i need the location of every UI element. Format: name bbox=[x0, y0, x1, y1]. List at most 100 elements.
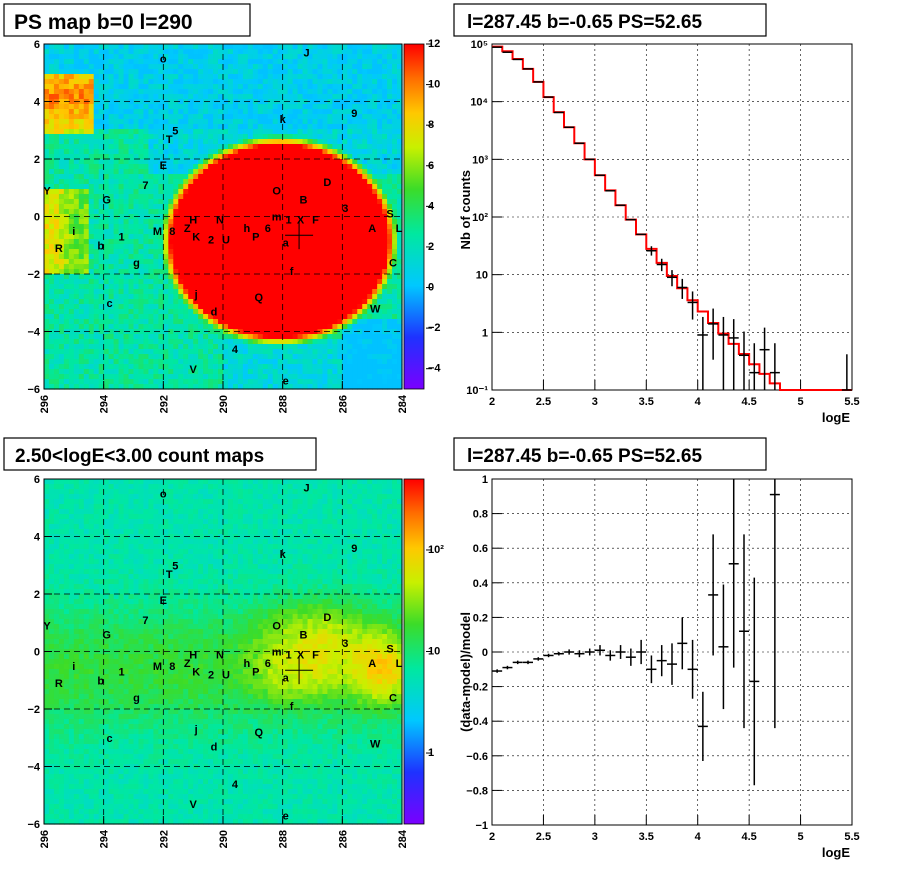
heatmap-cell bbox=[58, 309, 65, 315]
heatmap-cell bbox=[123, 219, 130, 225]
heatmap-cell bbox=[387, 279, 393, 285]
heatmap-cell bbox=[83, 119, 90, 125]
heatmap-cell bbox=[397, 139, 403, 145]
heatmap-cell bbox=[287, 179, 294, 185]
heatmap-cell bbox=[218, 64, 224, 70]
heatmap-cell bbox=[163, 194, 169, 200]
heatmap-cell bbox=[103, 349, 110, 355]
heatmap-cell bbox=[397, 259, 403, 265]
heatmap-cell bbox=[48, 194, 55, 200]
heatmap-cell bbox=[322, 74, 329, 80]
heatmap-cell bbox=[397, 224, 403, 230]
heatmap-cell bbox=[58, 224, 65, 230]
heatmap-cell bbox=[178, 244, 184, 250]
heatmap-cell bbox=[262, 289, 269, 295]
heatmap-cell bbox=[277, 79, 284, 85]
heatmap-cell bbox=[352, 184, 358, 190]
heatmap-cell bbox=[223, 279, 229, 285]
heatmap-cell bbox=[297, 149, 304, 155]
heatmap-cell bbox=[352, 104, 358, 110]
heatmap-cell bbox=[312, 359, 319, 365]
heatmap-cell bbox=[158, 144, 164, 150]
heatmap-cell bbox=[372, 264, 378, 270]
heatmap-cell bbox=[213, 144, 219, 150]
heatmap-cell bbox=[352, 124, 358, 130]
heatmap-cell bbox=[193, 144, 199, 150]
heatmap-cell bbox=[357, 224, 363, 230]
heatmap-cell bbox=[347, 264, 353, 270]
heatmap-cell bbox=[247, 354, 254, 360]
heatmap-cell bbox=[123, 94, 130, 100]
heatmap-cell bbox=[123, 199, 130, 205]
heatmap-cell bbox=[367, 179, 373, 185]
heatmap-cell bbox=[193, 384, 199, 390]
heatmap-cell bbox=[257, 144, 264, 150]
heatmap-cell bbox=[267, 364, 274, 370]
heatmap-cell bbox=[392, 149, 398, 155]
heatmap-cell bbox=[252, 189, 259, 195]
heatmap-cell bbox=[252, 199, 259, 205]
heatmap-cell bbox=[367, 229, 373, 235]
heatmap-cell bbox=[277, 89, 284, 95]
heatmap-cell bbox=[53, 334, 60, 340]
heatmap-cell bbox=[292, 339, 299, 345]
heatmap-cell bbox=[188, 149, 194, 155]
heatmap-cell bbox=[362, 354, 368, 360]
heatmap-cell bbox=[392, 344, 398, 350]
heatmap-cell bbox=[188, 124, 194, 130]
heatmap-cell bbox=[332, 224, 338, 230]
heatmap-cell bbox=[223, 289, 229, 295]
heatmap-cell bbox=[148, 74, 154, 80]
heatmap-cell bbox=[44, 79, 50, 85]
heatmap-cell bbox=[287, 199, 294, 205]
heatmap-cell bbox=[148, 304, 154, 310]
heatmap-cell bbox=[272, 299, 279, 305]
heatmap-cell bbox=[387, 359, 393, 365]
heatmap-cell bbox=[247, 94, 254, 100]
heatmap-cell bbox=[397, 314, 403, 320]
heatmap-cell bbox=[232, 84, 239, 90]
heatmap-cell bbox=[382, 309, 388, 315]
heatmap-cell bbox=[68, 294, 75, 300]
heatmap-cell bbox=[168, 179, 174, 185]
heatmap-cell bbox=[178, 314, 184, 320]
heatmap-cell bbox=[262, 194, 269, 200]
heatmap-cell bbox=[387, 324, 393, 330]
heatmap-cell bbox=[68, 254, 75, 260]
heatmap-cell bbox=[342, 199, 348, 205]
heatmap-cell bbox=[178, 374, 184, 380]
heatmap-cell bbox=[277, 294, 284, 300]
heatmap-cell bbox=[143, 59, 150, 65]
heatmap-cell bbox=[262, 374, 269, 380]
heatmap-cell bbox=[163, 364, 169, 370]
heatmap-cell bbox=[118, 139, 125, 145]
heatmap-cell bbox=[317, 104, 324, 110]
heatmap-cell bbox=[257, 254, 264, 260]
heatmap-cell bbox=[367, 194, 373, 200]
heatmap-cell bbox=[58, 274, 65, 280]
heatmap-cell bbox=[317, 44, 324, 50]
heatmap-cell bbox=[247, 54, 254, 60]
heatmap-cell bbox=[213, 244, 219, 250]
heatmap-cell bbox=[188, 44, 194, 50]
heatmap-cell bbox=[397, 369, 403, 375]
heatmap-cell bbox=[362, 149, 368, 155]
heatmap-cell bbox=[153, 59, 159, 65]
heatmap-cell bbox=[397, 289, 403, 295]
heatmap-cell bbox=[352, 284, 358, 290]
heatmap-cell bbox=[148, 149, 154, 155]
heatmap-cell bbox=[252, 94, 259, 100]
heatmap-cell bbox=[213, 49, 219, 55]
heatmap-cell bbox=[327, 299, 333, 305]
heatmap-cell bbox=[158, 94, 164, 100]
heatmap-cell bbox=[128, 264, 135, 270]
heatmap-cell bbox=[63, 94, 70, 100]
heatmap-cell bbox=[397, 149, 403, 155]
heatmap-cell bbox=[317, 69, 324, 75]
heatmap-cell bbox=[158, 359, 164, 365]
heatmap-cell bbox=[242, 139, 249, 145]
heatmap-cell bbox=[392, 229, 398, 235]
heatmap-cell bbox=[163, 104, 169, 110]
heatmap-cell bbox=[227, 129, 234, 135]
heatmap-cell bbox=[83, 189, 90, 195]
